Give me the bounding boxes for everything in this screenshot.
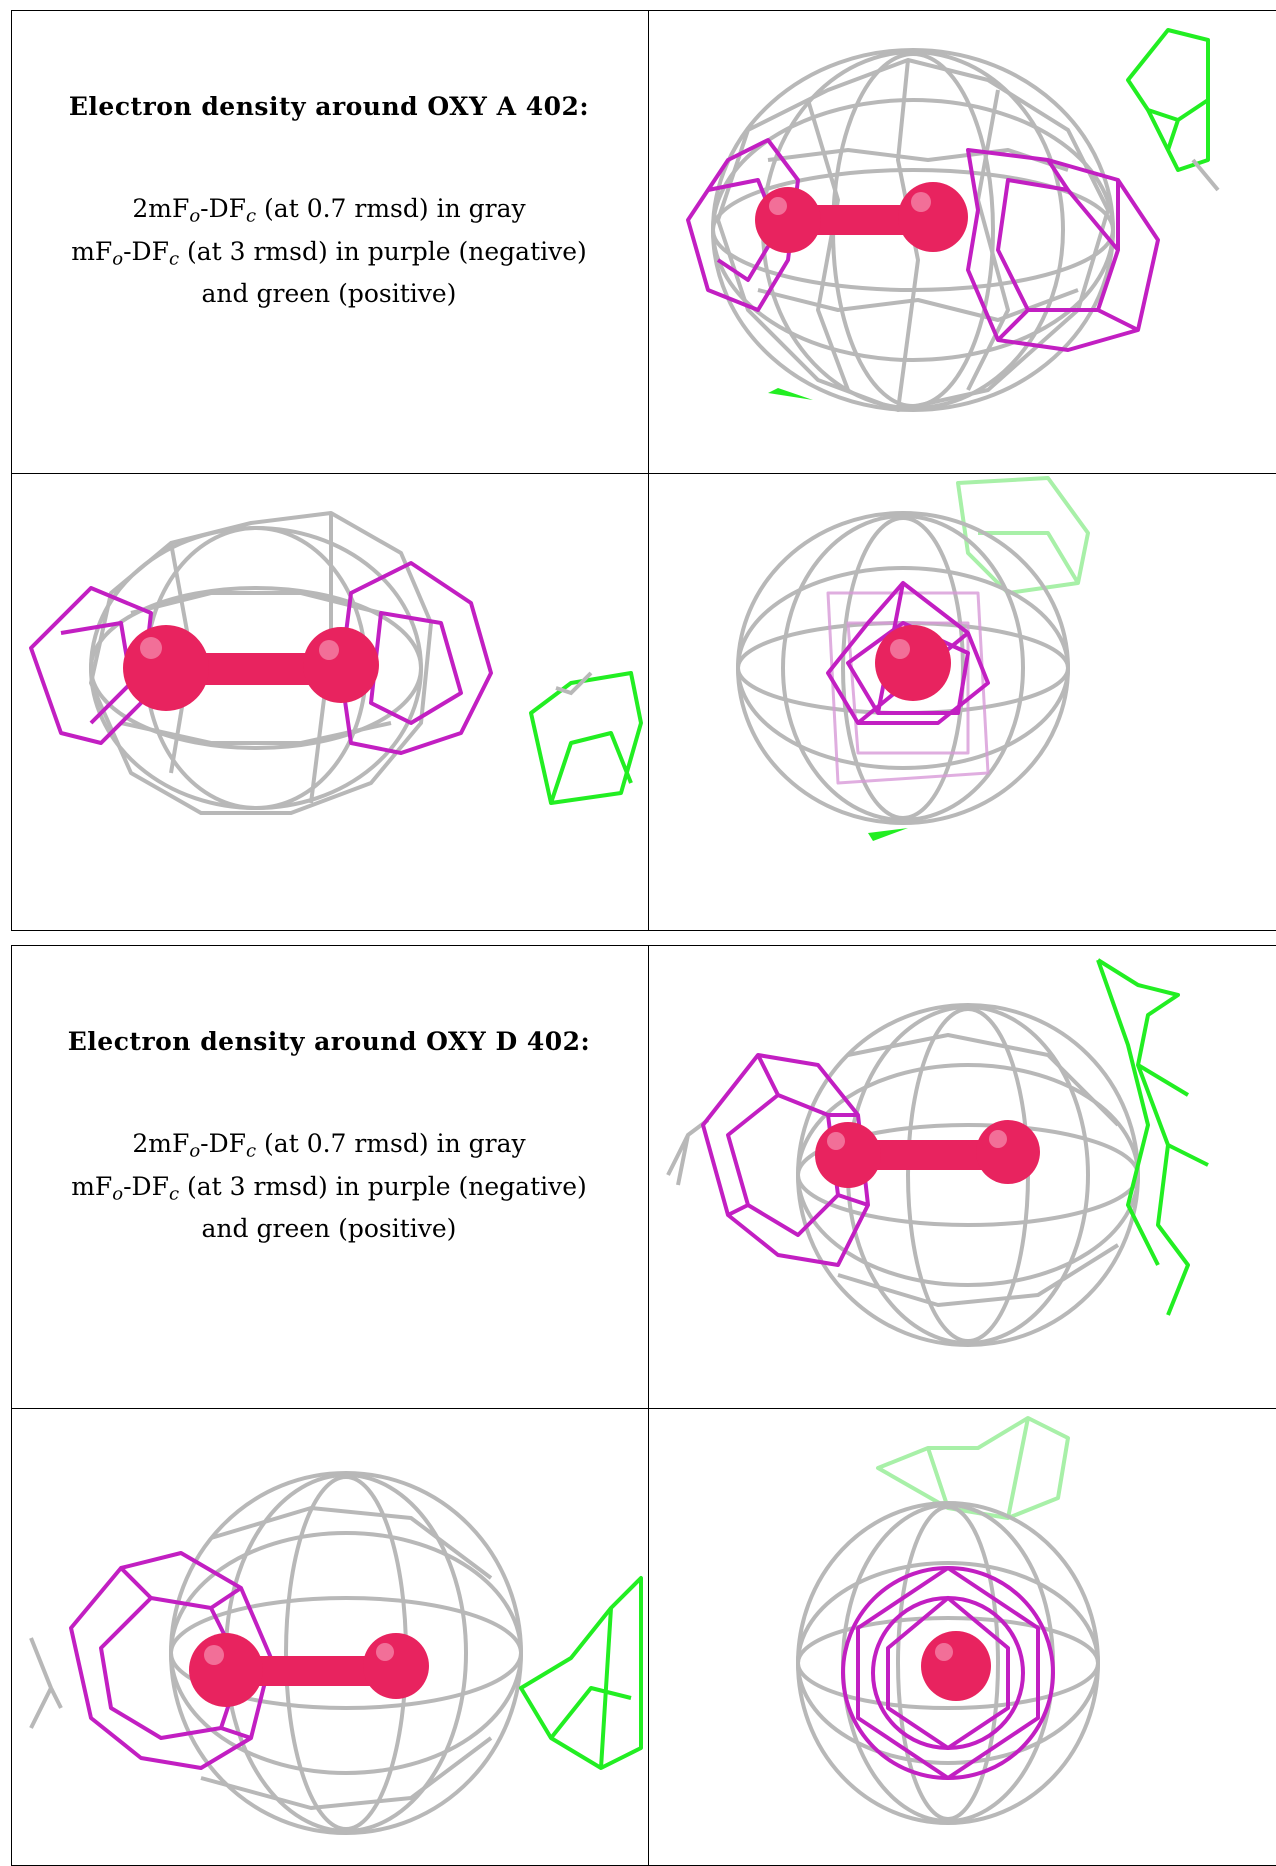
density-render-view-1 <box>648 10 1276 472</box>
desc-line-3: and green (positive) <box>201 279 457 308</box>
mesh-render-image <box>736 476 1090 841</box>
density-render-view-4 <box>648 945 1276 1407</box>
desc-line-3: and green (positive) <box>201 1214 457 1243</box>
density-render-view-6 <box>648 1408 1276 1865</box>
caption-heading: Electron density around OXY D 402: <box>67 1027 591 1056</box>
desc-line-2: mFo-DFc (at 3 rmsd) in purple (negative) <box>71 236 587 270</box>
mesh-render-image <box>686 28 1220 412</box>
desc-line-2: mFo-DFc (at 3 rmsd) in purple (negative) <box>71 1171 587 1205</box>
density-render-view-5 <box>11 1408 647 1865</box>
mesh-render-image <box>796 1416 1100 1825</box>
caption-cell: Electron density around OXY A 402: 2mFo-… <box>11 10 647 472</box>
caption-heading: Electron density around OXY A 402: <box>68 92 590 121</box>
caption-cell: Electron density around OXY D 402: 2mFo-… <box>11 945 647 1407</box>
density-render-view-2 <box>11 473 647 930</box>
mesh-render-image <box>29 1471 643 1835</box>
density-block-oxy-a: Electron density around OXY A 402: 2mFo-… <box>11 10 1276 931</box>
desc-line-1: 2mFo-DFc (at 0.7 rmsd) in gray <box>132 1129 526 1162</box>
table-grid <box>11 10 1276 931</box>
density-block-oxy-d: Electron density around OXY D 402: 2mFo-… <box>11 945 1276 1866</box>
mesh-render-image <box>29 511 643 815</box>
density-render-view-3 <box>648 473 1276 930</box>
mesh-render-image <box>666 958 1209 1347</box>
desc-line-1: 2mFo-DFc (at 0.7 rmsd) in gray <box>132 194 526 227</box>
caption-description: 2mFo-DFc (at 0.7 rmsd) in gray mFo-DFc (… <box>71 1126 587 1246</box>
caption-description: 2mFo-DFc (at 0.7 rmsd) in gray mFo-DFc (… <box>71 191 587 311</box>
